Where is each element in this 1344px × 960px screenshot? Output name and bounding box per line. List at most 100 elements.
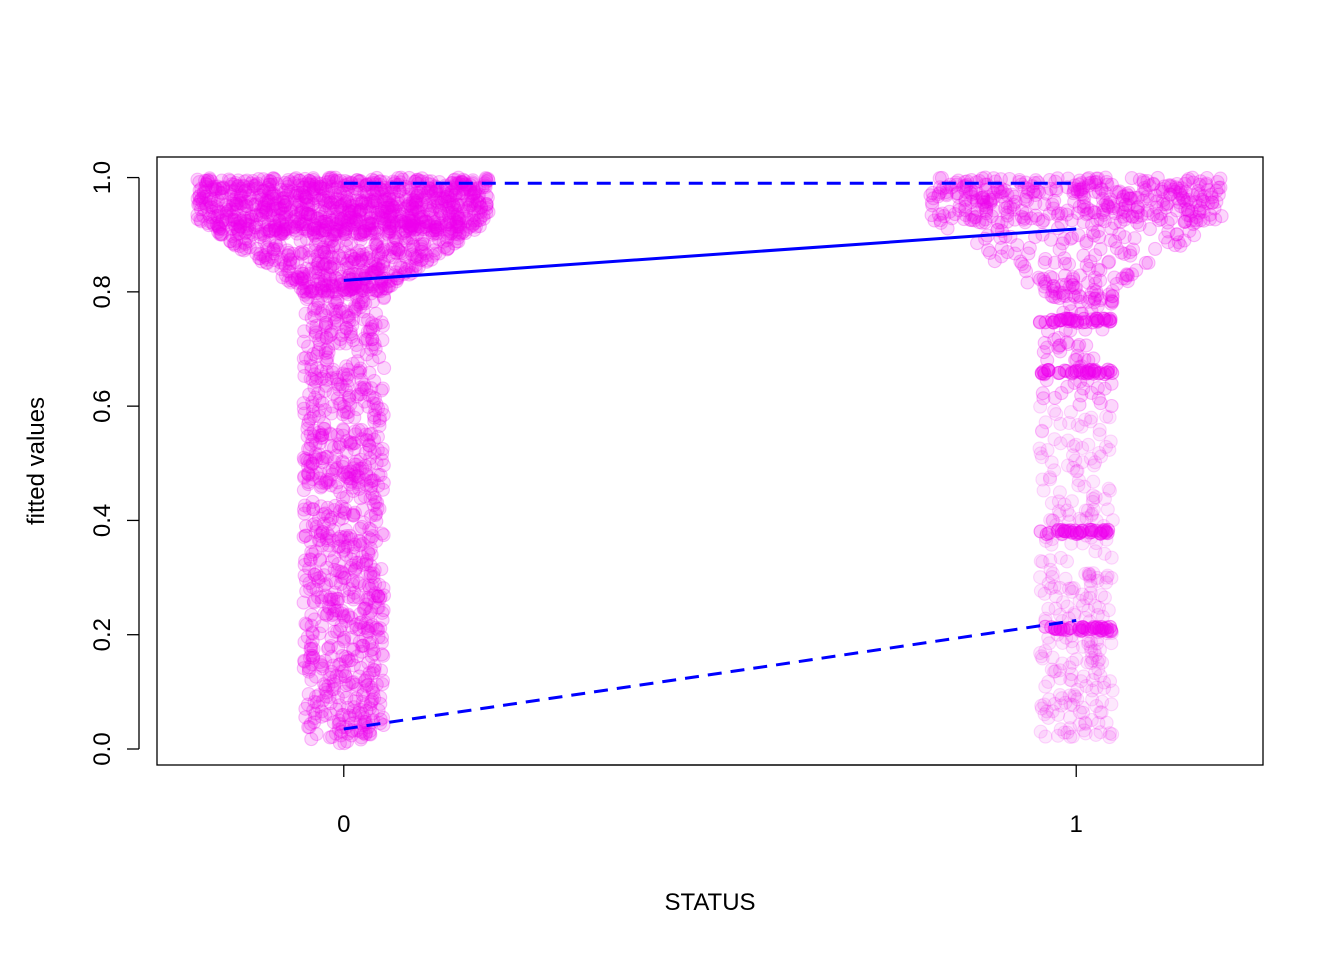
data-point: [305, 648, 320, 663]
data-point: [392, 204, 407, 219]
data-point: [300, 453, 315, 468]
data-point: [368, 237, 383, 252]
data-point: [323, 195, 338, 210]
data-point: [322, 671, 337, 686]
data-point: [242, 240, 257, 255]
data-point: [1124, 171, 1139, 186]
data-point: [363, 508, 379, 524]
y-tick-label: 1.0: [89, 161, 116, 194]
data-point: [412, 205, 427, 220]
data-point: [280, 177, 295, 192]
data-point: [367, 373, 382, 388]
data-point: [320, 220, 335, 235]
data-point: [314, 371, 329, 386]
data-point: [351, 255, 366, 270]
data-point: [1035, 386, 1050, 401]
data-point: [313, 209, 328, 225]
data-point: [400, 235, 415, 250]
data-point: [376, 458, 391, 473]
data-point: [203, 210, 218, 225]
data-point: [465, 218, 480, 233]
data-point: [317, 258, 332, 273]
data-point: [207, 179, 222, 194]
data-point: [321, 341, 336, 356]
x-axis-title: STATUS: [664, 889, 755, 916]
data-point: [311, 193, 326, 208]
data-point: [346, 280, 361, 295]
data-point: [312, 447, 327, 462]
data-point: [381, 248, 396, 263]
data-point: [330, 372, 345, 387]
data-point: [375, 612, 390, 627]
data-point: [326, 533, 341, 548]
data-point: [300, 697, 315, 712]
data-point: [367, 490, 382, 505]
data-point: [328, 462, 343, 477]
data-point: [307, 595, 322, 610]
data-point: [296, 502, 312, 517]
data-point: [391, 177, 407, 192]
data-point: [401, 218, 416, 234]
data-point: [306, 347, 321, 362]
data-point: [1065, 729, 1080, 744]
data-point: [302, 243, 317, 258]
data-point: [306, 594, 321, 609]
data-point: [446, 173, 461, 188]
data-point: [294, 205, 310, 220]
data-point: [440, 194, 455, 209]
data-point: [391, 242, 406, 257]
data-point: [363, 211, 378, 226]
data-point: [359, 251, 374, 266]
data-point: [356, 638, 371, 653]
data-point: [1075, 440, 1090, 456]
data-point: [303, 552, 318, 567]
data-point: [298, 171, 313, 186]
data-point: [308, 450, 323, 465]
data-point: [297, 368, 312, 383]
data-point: [275, 217, 290, 232]
data-point: [326, 173, 341, 188]
data-point: [318, 343, 334, 358]
data-point: [311, 688, 326, 703]
data-point: [348, 708, 363, 723]
data-point: [311, 386, 326, 401]
data-point: [257, 214, 272, 229]
data-point: [406, 219, 421, 234]
data-point: [1033, 554, 1048, 569]
data-point: [451, 212, 466, 227]
data-point: [313, 480, 328, 495]
data-point: [1033, 399, 1048, 414]
data-point: [1072, 511, 1087, 526]
data-point: [270, 208, 286, 223]
data-point: [306, 703, 321, 718]
data-point: [328, 270, 343, 285]
data-point: [370, 225, 385, 240]
data-point: [249, 217, 264, 232]
data-point: [337, 630, 352, 645]
data-point: [366, 473, 382, 488]
data-point: [337, 664, 352, 679]
data-point: [1069, 652, 1084, 667]
data-point: [276, 223, 291, 238]
y-axis: 0.0 0.2 0.4 0.6 0.8 1.0: [89, 161, 140, 766]
data-point: [418, 246, 433, 261]
data-point: [352, 702, 367, 717]
data-point: [1192, 198, 1207, 213]
data-point: [1099, 715, 1114, 730]
data-point: [472, 195, 487, 210]
data-point: [353, 174, 368, 189]
data-point: [353, 365, 368, 380]
data-point: [375, 318, 390, 333]
data-point: [256, 172, 271, 187]
data-point: [394, 260, 409, 275]
data-point: [374, 630, 390, 645]
data-point: [274, 262, 289, 277]
data-point: [358, 557, 374, 572]
data-point: [333, 576, 348, 592]
data-point: [339, 434, 354, 449]
data-point: [338, 668, 353, 683]
data-point: [376, 603, 391, 618]
data-point: [346, 218, 361, 233]
data-point: [341, 261, 356, 276]
